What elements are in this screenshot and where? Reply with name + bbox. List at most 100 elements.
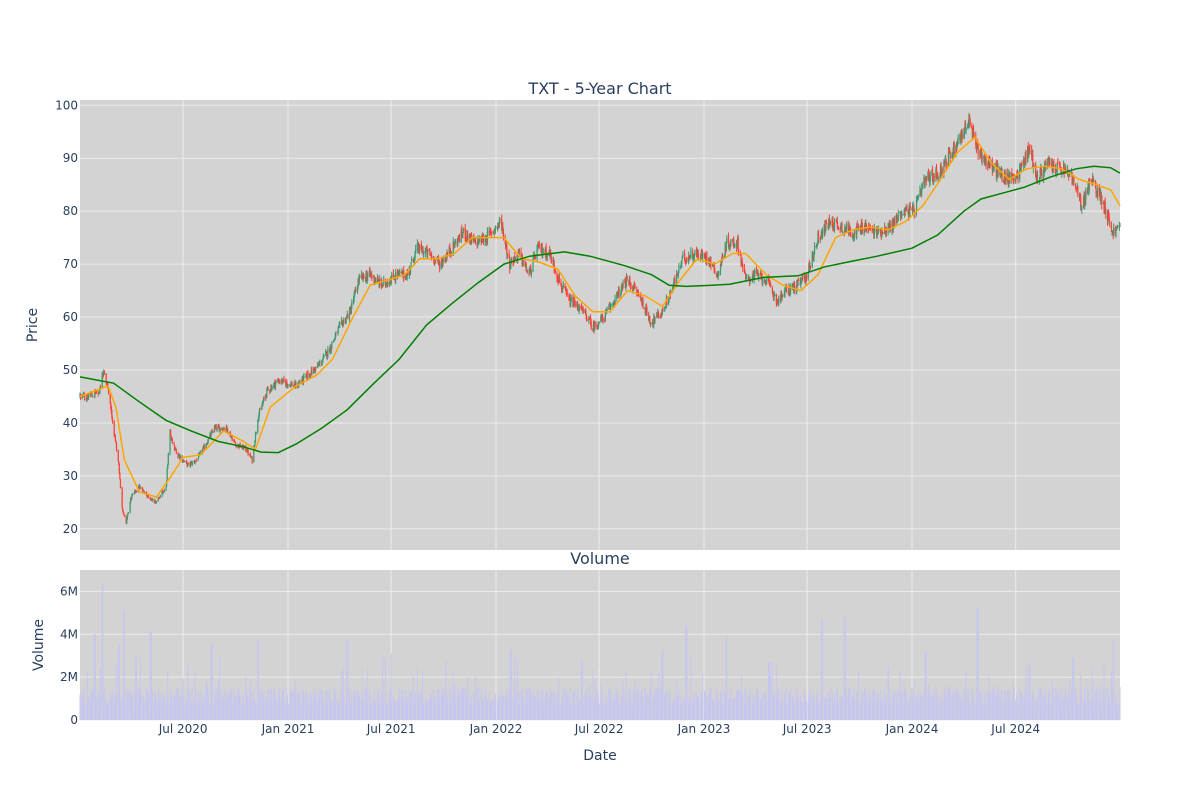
candle-body bbox=[808, 264, 810, 272]
candle-body bbox=[786, 287, 788, 293]
candle-body bbox=[713, 262, 715, 272]
volume-bar bbox=[470, 695, 472, 720]
candle-body bbox=[218, 425, 220, 428]
candle-body bbox=[967, 124, 969, 128]
volume-bar bbox=[744, 687, 746, 720]
volume-bar bbox=[787, 696, 789, 720]
volume-bar bbox=[91, 704, 93, 720]
volume-bar bbox=[461, 697, 463, 720]
volume-bar bbox=[1107, 687, 1109, 720]
candle-body bbox=[532, 259, 534, 272]
candle-body bbox=[952, 151, 954, 157]
volume-bar bbox=[429, 693, 431, 720]
volume-bar bbox=[792, 701, 794, 720]
volume-bar bbox=[733, 701, 735, 720]
candle-body bbox=[760, 271, 762, 276]
volume-bar bbox=[849, 705, 851, 720]
candle-body bbox=[804, 281, 807, 283]
volume-bar bbox=[728, 701, 730, 720]
volume-bar bbox=[351, 690, 353, 720]
candle-body bbox=[883, 233, 885, 235]
candle-body bbox=[291, 382, 293, 387]
volume-bar bbox=[823, 698, 825, 720]
volume-bar bbox=[1091, 666, 1093, 720]
volume-bar bbox=[1114, 703, 1116, 720]
volume-bar bbox=[960, 699, 962, 720]
volume-bar bbox=[542, 701, 544, 720]
volume-bar bbox=[536, 690, 538, 720]
candle-body bbox=[976, 144, 978, 148]
volume-bar bbox=[370, 705, 372, 720]
volume-bar bbox=[580, 699, 582, 720]
volume-bar bbox=[1093, 705, 1095, 720]
volume-bar bbox=[214, 699, 216, 720]
volume-bar bbox=[1072, 657, 1074, 720]
volume-bar bbox=[407, 696, 409, 720]
volume-bar bbox=[896, 703, 898, 720]
volume-bar bbox=[606, 703, 608, 720]
candle-body bbox=[740, 254, 742, 263]
candle-body bbox=[265, 395, 267, 400]
volume-bar bbox=[1008, 702, 1010, 720]
candle-body bbox=[135, 491, 138, 493]
candle-body bbox=[195, 460, 197, 462]
volume-bar bbox=[582, 660, 584, 720]
candle-body bbox=[336, 331, 339, 334]
candle-body bbox=[1105, 210, 1107, 214]
candle-body bbox=[282, 379, 284, 384]
volume-bar bbox=[923, 695, 925, 720]
volume-bar bbox=[361, 669, 363, 720]
candle-body bbox=[158, 498, 160, 500]
candle-body bbox=[299, 382, 301, 384]
volume-bar bbox=[94, 634, 96, 720]
volume-bar bbox=[717, 692, 719, 720]
volume-bar bbox=[218, 689, 220, 720]
volume-bar bbox=[500, 696, 502, 720]
candle-body bbox=[171, 438, 173, 443]
candle-body bbox=[452, 240, 454, 253]
volume-bar bbox=[709, 689, 711, 720]
volume-bar bbox=[314, 689, 316, 720]
candle-body bbox=[788, 285, 791, 293]
volume-bar bbox=[881, 701, 883, 720]
candle-body bbox=[173, 445, 176, 450]
candle-body bbox=[913, 205, 915, 210]
volume-bar bbox=[558, 701, 560, 720]
candle-body bbox=[179, 456, 181, 459]
candle-body bbox=[949, 151, 951, 159]
volume-bar bbox=[314, 693, 316, 720]
candle-body bbox=[718, 271, 720, 275]
candle-body bbox=[98, 392, 100, 394]
candle-body bbox=[841, 223, 843, 231]
candle-body bbox=[620, 284, 622, 294]
volume-bar bbox=[501, 689, 503, 720]
candle-body bbox=[901, 214, 903, 216]
volume-bar bbox=[1044, 689, 1046, 720]
volume-bar bbox=[897, 689, 899, 720]
volume-bar bbox=[871, 689, 873, 720]
volume-subplot-title: Volume bbox=[570, 549, 630, 568]
candle-body bbox=[905, 206, 907, 211]
candle-body bbox=[187, 463, 189, 465]
volume-bar bbox=[836, 689, 838, 720]
volume-bar bbox=[937, 704, 939, 720]
volume-bar bbox=[229, 690, 231, 720]
volume-bar bbox=[788, 703, 790, 720]
candle-body bbox=[347, 313, 349, 319]
candle-body bbox=[342, 322, 344, 327]
volume-bar bbox=[1001, 693, 1003, 720]
volume-bar bbox=[1106, 703, 1108, 720]
volume-bar bbox=[1055, 688, 1057, 720]
volume-bar bbox=[868, 700, 870, 720]
volume-bar bbox=[830, 686, 832, 720]
volume-bar bbox=[621, 696, 623, 720]
volume-bar bbox=[1051, 702, 1053, 720]
candle-body bbox=[1068, 174, 1070, 176]
candle-body bbox=[191, 461, 193, 465]
candle-body bbox=[604, 311, 607, 321]
candle-body bbox=[356, 287, 359, 292]
volume-bar bbox=[632, 688, 634, 720]
candle-body bbox=[981, 155, 983, 161]
candle-body bbox=[1025, 150, 1027, 161]
volume-bar bbox=[588, 701, 590, 720]
